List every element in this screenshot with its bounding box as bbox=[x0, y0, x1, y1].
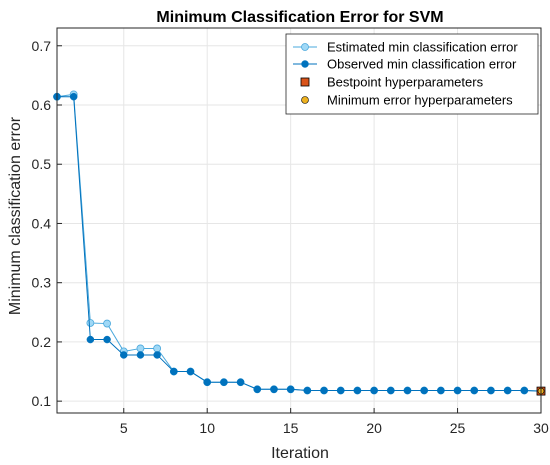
y-tick-label: 0.5 bbox=[32, 156, 52, 172]
plot-frame bbox=[56, 27, 542, 414]
observed-point bbox=[69, 92, 78, 101]
legend-label: Bestpoint hyperparameters bbox=[327, 75, 484, 90]
observed-point bbox=[170, 367, 178, 376]
y-tick-label: 0.1 bbox=[32, 393, 52, 409]
observed-point bbox=[503, 386, 512, 395]
legend-label: Estimated min classification error bbox=[327, 40, 518, 55]
x-tick-label: 15 bbox=[283, 420, 299, 436]
x-tick-label: 25 bbox=[450, 420, 466, 436]
x-tick-label: 30 bbox=[533, 420, 549, 436]
y-tick-label: 0.4 bbox=[32, 215, 52, 231]
observed-point bbox=[437, 386, 445, 395]
estimated-point bbox=[153, 344, 162, 353]
y-tick-label: 0.2 bbox=[32, 334, 52, 350]
observed-point bbox=[253, 385, 262, 394]
legend-estimated-marker bbox=[301, 43, 309, 51]
x-tick-label: 20 bbox=[366, 420, 382, 436]
observed-point bbox=[420, 386, 428, 395]
legend-minerror-marker bbox=[301, 96, 309, 104]
y-tick-label: 0.6 bbox=[32, 97, 52, 113]
observed-point bbox=[103, 335, 111, 344]
legend: Estimated min classification error Observ… bbox=[285, 33, 539, 115]
observed-point bbox=[203, 378, 211, 386]
legend-observed-marker bbox=[301, 60, 309, 68]
observed-point bbox=[403, 386, 412, 395]
observed-point bbox=[303, 386, 312, 395]
legend-bestpoint-marker bbox=[300, 77, 310, 87]
estimated-point bbox=[86, 319, 95, 327]
x-tick-label: 10 bbox=[199, 420, 215, 436]
observed-point bbox=[186, 367, 195, 376]
observed-point bbox=[520, 386, 529, 395]
observed-point bbox=[236, 378, 245, 386]
observed-point bbox=[286, 385, 295, 394]
observed-point bbox=[270, 385, 278, 394]
observed-point bbox=[136, 351, 145, 359]
x-axis-label: Iteration bbox=[271, 445, 329, 462]
observed-point bbox=[453, 386, 462, 395]
y-tick-label: 0.3 bbox=[32, 275, 52, 291]
observed-point bbox=[353, 386, 362, 395]
observed-point bbox=[320, 386, 328, 395]
observed-point bbox=[336, 386, 345, 395]
chart-title: Minimum Classification Error for SVM bbox=[156, 9, 443, 26]
observed-point bbox=[487, 386, 495, 395]
estimated-point bbox=[136, 344, 145, 353]
x-tick-label: 5 bbox=[120, 420, 128, 436]
estimated-line bbox=[56, 93, 542, 392]
observed-point bbox=[370, 386, 378, 395]
observed-point bbox=[387, 386, 395, 395]
observed-point bbox=[470, 386, 478, 395]
observed-point bbox=[220, 378, 228, 386]
y-axis-label: Minimum classification error bbox=[7, 116, 24, 315]
observed-point bbox=[86, 335, 95, 344]
observed-point bbox=[153, 351, 161, 359]
observed-line bbox=[57, 96, 542, 392]
estimated-point bbox=[103, 319, 111, 328]
ticks: 5 10 15 20 25 30 0.1 0.2 0.3 0.4 0.5 0.6 0.7 bbox=[32, 38, 549, 436]
legend-box bbox=[285, 33, 539, 115]
observed-point bbox=[120, 351, 128, 359]
y-tick-label: 0.7 bbox=[32, 38, 52, 54]
legend-label: Observed min classification error bbox=[327, 57, 517, 72]
series-layer bbox=[53, 90, 546, 396]
legend-label: Minimum error hyperparameters bbox=[327, 93, 513, 108]
